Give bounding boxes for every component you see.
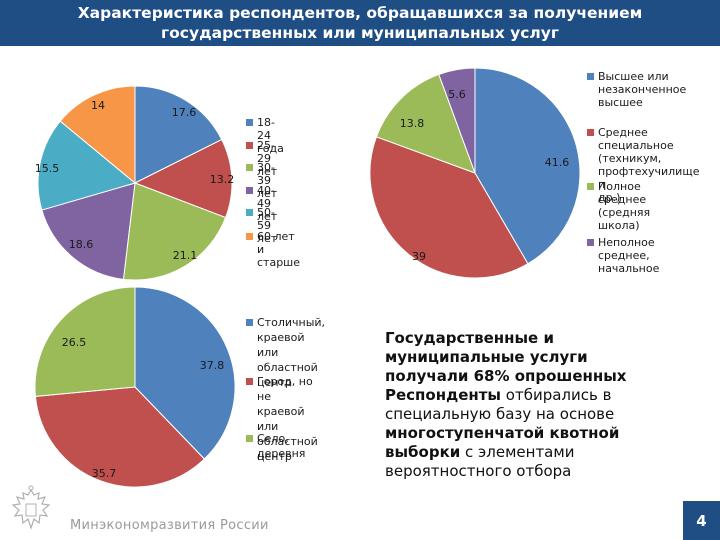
data-label: 14: [91, 99, 105, 112]
pie-slice: [134, 85, 223, 184]
legend-label: 25-29 лет: [257, 139, 278, 178]
legend-item-set-capital: Столичный, краевой или областной центр: [246, 315, 325, 390]
summary-headline: Государственные и муниципальные услуги п…: [385, 329, 627, 385]
legend-item-age-40-49: 40-49 лет: [246, 184, 277, 223]
footer-ministry: Минэкономразвития России: [70, 518, 269, 533]
page-number: 4: [683, 501, 720, 540]
legend-swatch: [246, 378, 253, 385]
emblem-icon: [11, 485, 51, 530]
legend-label: Среднее специальное (техникум, профтехучил…: [598, 126, 700, 204]
pie-slice: [34, 286, 136, 397]
legend-swatch: [246, 187, 253, 194]
summary-sampling: многоступенчатой квотной выборки: [385, 424, 620, 461]
legend-swatch: [246, 119, 253, 126]
data-label: 41.6: [545, 156, 570, 169]
legend-label: Село, деревня: [257, 432, 306, 460]
summary-text-1: отбирались в специальную базу на основе: [385, 386, 615, 423]
legend-swatch: [587, 239, 594, 246]
pie-slice: [133, 138, 233, 219]
pie-slice: [41, 182, 136, 280]
legend-swatch: [587, 183, 594, 190]
legend-label: 40-49 лет: [257, 184, 278, 223]
pie-slice: [474, 67, 581, 265]
legend-item-age-30-39: 30-39 лет: [246, 161, 277, 200]
legend-label: 18-24 года: [257, 116, 284, 155]
legend-item-edu-secondary-special: Среднее специальное (техникум, профтехучил…: [587, 126, 699, 204]
data-label: 13.8: [400, 117, 425, 130]
pie-slice: [438, 67, 476, 174]
legend-item-age-50-59: 50-59 лет: [246, 206, 277, 245]
pie-education: 41.6 39 13.8 5.6: [369, 67, 581, 279]
legend-label: Полное среднее (средняя школа): [598, 180, 651, 232]
summary-text: Государственные и муниципальные услуги п…: [385, 329, 655, 481]
pie-slice: [134, 286, 236, 460]
legend-item-age-60-plus: 60 лет и старше: [246, 230, 300, 269]
legend-label: Неполное среднее, начальное: [598, 236, 660, 275]
data-label: 13.2: [210, 173, 235, 186]
data-label: 37.8: [200, 359, 225, 372]
legend-item-set-village: Село, деревня: [246, 431, 305, 461]
data-label: 21.1: [173, 249, 198, 262]
data-label: 35.7: [92, 467, 117, 480]
data-label: 18.6: [69, 238, 94, 251]
data-label: 17.6: [172, 106, 197, 119]
data-label: 15.5: [35, 162, 60, 175]
pie-slice: [122, 182, 227, 281]
legend-label: Город, но не краевой или областной центр: [257, 375, 318, 463]
summary-respondents: Респонденты: [385, 386, 502, 404]
pie-slice: [375, 73, 476, 174]
data-label: 39: [412, 250, 426, 263]
pie-settlement: 37.8 35.7 26.5: [34, 286, 236, 488]
legend-item-age-25-29: 25-29 лет: [246, 139, 277, 178]
pie-age: 17.6 13.2 21.1 18.6 15.5 14: [35, 85, 235, 281]
legend-swatch: [246, 233, 253, 240]
legend-item-age-18-24: 18-24 года: [246, 116, 284, 155]
legend-swatch: [587, 129, 594, 136]
legend-label: 60 лет и старше: [257, 230, 301, 269]
summary-text-2: с элементами вероятностного отбора: [385, 443, 575, 480]
pie-slice: [34, 386, 206, 488]
pie-slice: [369, 136, 529, 279]
legend-swatch: [246, 164, 253, 171]
legend-label: 30-39 лет: [257, 161, 278, 200]
legend-item-edu-higher: Высшее или незаконченное высшее: [587, 70, 686, 109]
data-label: 5.6: [448, 88, 466, 101]
page-title: Характеристика респондентов, обращавшихс…: [77, 4, 643, 42]
legend-label: Высшее или незаконченное высшее: [598, 70, 687, 109]
pie-slice: [59, 85, 136, 185]
legend-label: 50-59 лет: [257, 206, 278, 245]
legend-swatch: [246, 319, 253, 326]
legend-label: Столичный, краевой или областной центр: [257, 316, 326, 389]
legend-swatch: [246, 142, 253, 149]
legend-swatch: [587, 73, 594, 80]
header-bar: Характеристика респондентов, обращавшихс…: [0, 0, 720, 46]
legend-item-edu-incomplete: Неполное среднее, начальное: [587, 236, 659, 275]
data-label: 26.5: [62, 336, 87, 349]
legend-item-set-city: Город, но не краевой или областной центр: [246, 374, 318, 464]
legend-item-edu-full-secondary: Полное среднее (средняя школа): [587, 180, 650, 232]
legend-swatch: [246, 435, 253, 442]
pie-slice: [37, 120, 137, 211]
legend-swatch: [246, 209, 253, 216]
